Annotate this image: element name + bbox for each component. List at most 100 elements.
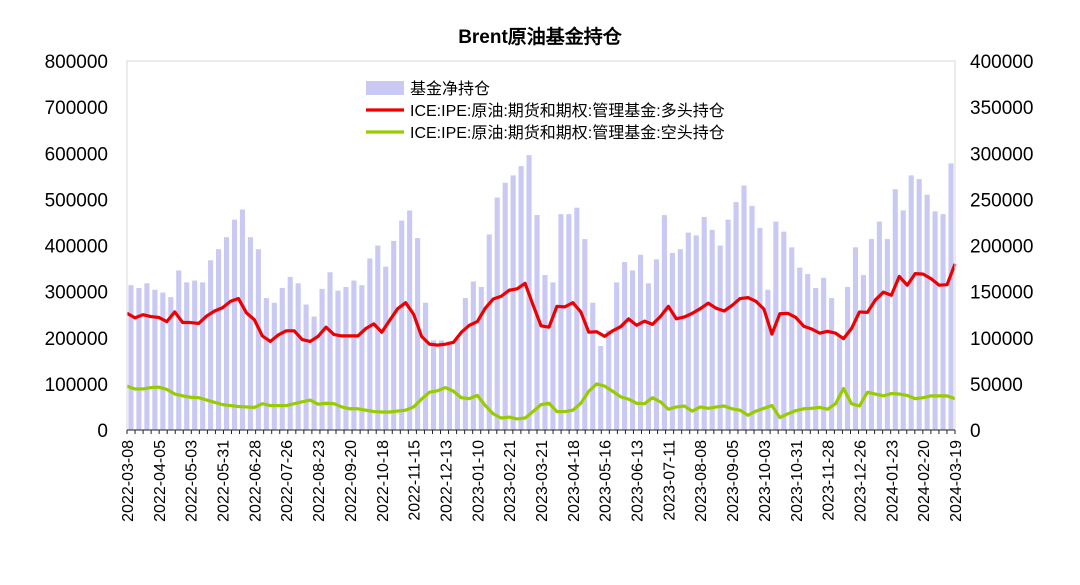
- legend-label: 基金净持仓: [410, 80, 490, 98]
- x-tick-label: 2022-06-28: [247, 440, 264, 522]
- net-position-bar: [446, 341, 452, 430]
- x-tick-label: 2023-11-28: [821, 440, 838, 521]
- net-position-bar: [454, 338, 460, 430]
- net-position-bar: [701, 216, 707, 430]
- net-position-bar: [383, 266, 389, 430]
- net-position-bar: [630, 270, 636, 430]
- net-position-bar: [805, 274, 811, 430]
- net-position-bar: [590, 302, 596, 430]
- y-right-tick-label: 400000: [970, 52, 1033, 73]
- x-tick-label: 2023-03-21: [534, 440, 551, 522]
- net-position-bar: [518, 166, 524, 431]
- net-position-bar: [550, 282, 556, 430]
- net-position-bar: [128, 285, 134, 430]
- net-position-bar: [430, 340, 437, 430]
- legend-label: ICE:IPE:原油:期货和期权:管理基金:多头持仓: [410, 102, 725, 120]
- net-position-bar: [868, 239, 874, 430]
- net-position-bar: [470, 281, 476, 430]
- net-position-bar: [797, 267, 803, 430]
- x-tick-label: 2023-06-13: [630, 440, 647, 522]
- y-left-tick-label: 500000: [45, 190, 108, 211]
- y-left-tick-label: 100000: [45, 375, 108, 396]
- y-left-tick-label: 800000: [45, 52, 108, 73]
- net-position-bar: [319, 288, 325, 430]
- net-position-bar: [176, 270, 182, 430]
- net-position-bar: [407, 210, 413, 430]
- net-position-bar: [677, 249, 683, 430]
- y-right-tick-label: 150000: [970, 283, 1033, 304]
- net-position-bar: [876, 221, 882, 430]
- x-tick-label: 2023-10-31: [789, 440, 806, 522]
- x-tick-label: 2023-05-16: [598, 440, 615, 522]
- net-position-bar: [924, 194, 930, 430]
- net-position-bar: [486, 234, 492, 430]
- net-position-bar: [351, 280, 357, 430]
- x-tick-label: 2022-05-03: [184, 440, 201, 522]
- x-tick-label: 2023-01-10: [470, 440, 487, 522]
- net-position-bar: [948, 163, 954, 430]
- x-tick-label: 2024-02-20: [916, 440, 933, 522]
- net-position-bar: [821, 277, 827, 430]
- y-left-tick-label: 0: [97, 421, 108, 442]
- net-position-bar: [852, 247, 859, 430]
- net-position-bar: [653, 259, 659, 430]
- y-right-tick-label: 350000: [970, 98, 1033, 119]
- net-position-bar: [614, 282, 620, 430]
- net-position-bar: [661, 215, 667, 430]
- net-position-bar: [837, 334, 843, 430]
- net-position-bar: [757, 227, 763, 430]
- net-position-bar: [295, 283, 301, 430]
- y-right-tick-label: 50000: [970, 375, 1023, 396]
- x-tick-label: 2023-12-26: [852, 440, 869, 522]
- net-position-bar: [152, 289, 158, 430]
- net-position-bar: [303, 304, 309, 430]
- net-position-bar: [908, 175, 914, 430]
- net-position-bar: [566, 214, 572, 430]
- x-tick-label: 2023-07-11: [661, 440, 678, 521]
- net-position-bar: [717, 245, 723, 430]
- net-position-bar: [247, 237, 253, 430]
- net-position-bar: [279, 287, 285, 430]
- long-position-line: [126, 263, 957, 347]
- y-right-tick-label: 100000: [970, 329, 1033, 350]
- net-position-bar: [637, 254, 644, 430]
- net-position-bar: [391, 240, 397, 430]
- net-position-bar: [789, 247, 795, 430]
- net-position-bar: [829, 298, 835, 430]
- net-position-bar: [781, 231, 787, 430]
- short-position-line: [126, 382, 956, 421]
- net-position-bar: [733, 202, 739, 430]
- x-tick-label: 2022-11-15: [407, 440, 424, 521]
- net-position-bar: [709, 229, 715, 430]
- net-position-bar: [231, 219, 238, 430]
- net-position-bar: [510, 175, 516, 430]
- net-position-bar: [144, 283, 150, 430]
- net-position-bar: [168, 297, 174, 430]
- net-position-bar: [287, 276, 293, 430]
- net-position-bar: [160, 292, 166, 430]
- x-tick-label: 2023-02-21: [502, 440, 519, 522]
- net-position-bar: [582, 239, 588, 430]
- net-position-bar: [359, 285, 365, 430]
- net-position-bar: [311, 316, 317, 430]
- y-left-tick-label: 400000: [45, 237, 108, 258]
- net-position-bar: [741, 185, 747, 430]
- net-position-bar: [574, 207, 580, 430]
- x-tick-label: 2022-08-23: [311, 440, 328, 522]
- net-position-bar: [685, 232, 691, 430]
- x-tick-label: 2022-12-13: [438, 440, 455, 522]
- net-position-bar: [478, 287, 484, 430]
- net-position-bar: [399, 220, 405, 430]
- net-position-bar: [327, 272, 333, 430]
- net-position-bar: [860, 275, 866, 430]
- y-left-tick-label: 700000: [45, 98, 108, 119]
- net-position-bar: [335, 290, 341, 430]
- x-tick-label: 2022-07-26: [279, 440, 296, 522]
- net-position-bar: [415, 238, 421, 430]
- y-right-tick-label: 250000: [970, 190, 1033, 211]
- net-position-bar: [749, 205, 755, 430]
- net-position-bar: [208, 260, 214, 430]
- net-position-bar: [598, 346, 604, 430]
- x-tick-label: 2024-03-19: [948, 440, 965, 522]
